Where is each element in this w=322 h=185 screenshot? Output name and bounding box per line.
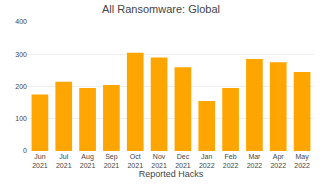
svg-text:Jul2021: Jul2021 xyxy=(56,153,72,169)
svg-text:Dec2021: Dec2021 xyxy=(175,153,191,169)
svg-text:Feb2022: Feb2022 xyxy=(223,153,239,169)
svg-text:Jun2021: Jun2021 xyxy=(32,153,48,169)
svg-text:400: 400 xyxy=(15,18,27,25)
svg-text:Reported Hacks: Reported Hacks xyxy=(139,169,204,179)
svg-text:300: 300 xyxy=(15,51,27,58)
svg-text:Aug2021: Aug2021 xyxy=(80,153,96,169)
svg-text:All Ransomware: Global: All Ransomware: Global xyxy=(102,3,220,15)
svg-text:Sep2021: Sep2021 xyxy=(104,153,120,169)
svg-text:May2022: May2022 xyxy=(294,153,310,169)
svg-text:Jan2022: Jan2022 xyxy=(199,153,215,169)
svg-text:200: 200 xyxy=(15,83,27,90)
svg-text:Apr2022: Apr2022 xyxy=(270,153,286,169)
svg-text:0: 0 xyxy=(23,147,27,154)
svg-text:Nov2021: Nov2021 xyxy=(151,153,167,169)
svg-text:100: 100 xyxy=(15,115,27,122)
svg-text:Mar2022: Mar2022 xyxy=(247,153,263,169)
svg-text:Oct2021: Oct2021 xyxy=(127,153,143,169)
